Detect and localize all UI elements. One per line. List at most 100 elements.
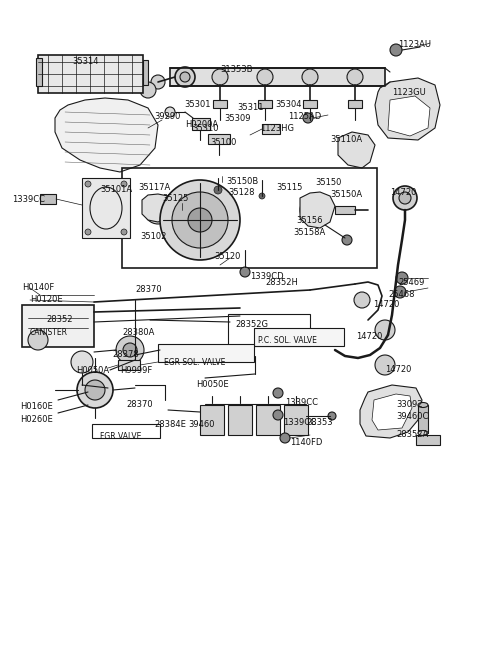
Circle shape	[85, 181, 91, 187]
Polygon shape	[55, 98, 158, 172]
Text: 35101A: 35101A	[100, 185, 132, 194]
Text: 35158A: 35158A	[293, 228, 325, 237]
Text: 1339CC: 1339CC	[12, 195, 45, 204]
Circle shape	[85, 229, 91, 235]
Text: 28352H: 28352H	[265, 278, 298, 287]
Text: 35117A: 35117A	[138, 183, 170, 192]
Bar	[118, 360, 140, 370]
Bar	[418, 405, 428, 433]
Polygon shape	[375, 78, 440, 140]
Circle shape	[144, 196, 172, 224]
Text: 35311: 35311	[237, 103, 264, 112]
Text: 1140FD: 1140FD	[290, 438, 323, 447]
Circle shape	[342, 235, 352, 245]
Text: 1125AD: 1125AD	[288, 112, 321, 121]
Text: 35150: 35150	[315, 178, 341, 187]
Text: 35304: 35304	[275, 100, 301, 109]
Text: H9999F: H9999F	[120, 366, 152, 375]
Polygon shape	[360, 385, 422, 438]
Text: 35128: 35128	[228, 188, 254, 197]
Text: 35115: 35115	[276, 183, 302, 192]
Text: 28370: 28370	[126, 400, 153, 409]
Text: H0120E: H0120E	[30, 295, 62, 304]
Circle shape	[393, 186, 417, 210]
Text: 35100: 35100	[210, 138, 236, 147]
Bar	[175, 196, 189, 203]
Bar	[40, 194, 56, 204]
Text: 35102: 35102	[140, 232, 167, 241]
Circle shape	[188, 208, 212, 232]
Text: 28352A: 28352A	[396, 430, 428, 439]
Text: 35150A: 35150A	[330, 190, 362, 199]
Bar	[335, 206, 355, 214]
Text: EGR SOL. VALVE: EGR SOL. VALVE	[164, 358, 226, 367]
Circle shape	[116, 336, 144, 364]
Text: 35110A: 35110A	[330, 135, 362, 144]
Polygon shape	[142, 194, 172, 222]
Circle shape	[257, 69, 273, 85]
Text: 14720: 14720	[385, 365, 411, 374]
Text: P.C. SOL. VALVE: P.C. SOL. VALVE	[258, 336, 317, 345]
Ellipse shape	[418, 430, 428, 436]
Text: H0200A: H0200A	[185, 120, 218, 129]
Text: 35120: 35120	[214, 252, 240, 261]
Text: 25469: 25469	[398, 278, 424, 287]
Bar	[36, 58, 42, 86]
Text: H0260E: H0260E	[20, 415, 53, 424]
Bar	[228, 314, 310, 346]
Text: 35125: 35125	[162, 194, 188, 203]
Circle shape	[140, 82, 156, 98]
Circle shape	[85, 380, 105, 400]
Polygon shape	[372, 394, 412, 430]
Bar	[92, 424, 160, 438]
Text: H0050A: H0050A	[76, 366, 109, 375]
Text: 1123HG: 1123HG	[260, 124, 294, 133]
Text: 39290: 39290	[154, 112, 180, 121]
Bar	[143, 60, 148, 85]
Circle shape	[240, 267, 250, 277]
Circle shape	[165, 107, 175, 117]
Circle shape	[123, 343, 137, 357]
Circle shape	[396, 272, 408, 284]
Text: 31353B: 31353B	[220, 65, 252, 74]
Circle shape	[280, 433, 290, 443]
Text: 28352G: 28352G	[235, 320, 268, 329]
Bar	[256, 405, 280, 435]
Text: 1123GU: 1123GU	[392, 88, 426, 97]
Text: 14720: 14720	[390, 188, 416, 197]
Bar	[303, 100, 317, 108]
Circle shape	[214, 186, 222, 194]
Circle shape	[212, 69, 228, 85]
Text: 28378: 28378	[112, 350, 139, 359]
Circle shape	[121, 181, 127, 187]
Text: 35309: 35309	[224, 114, 251, 123]
Text: 1339CC: 1339CC	[285, 398, 318, 407]
Circle shape	[303, 113, 313, 123]
Text: H0140F: H0140F	[22, 283, 54, 292]
Bar	[170, 68, 385, 86]
Circle shape	[175, 67, 195, 87]
Bar	[192, 118, 210, 130]
Bar	[228, 405, 252, 435]
Text: 1339CD: 1339CD	[250, 272, 284, 281]
Text: H0160E: H0160E	[20, 402, 53, 411]
Bar	[208, 134, 230, 144]
Polygon shape	[338, 132, 375, 168]
Polygon shape	[300, 192, 335, 228]
Circle shape	[328, 412, 336, 420]
Text: 14720: 14720	[356, 332, 383, 341]
Circle shape	[121, 229, 127, 235]
Circle shape	[347, 69, 363, 85]
Circle shape	[180, 72, 190, 82]
Text: 28370: 28370	[135, 285, 162, 294]
Circle shape	[77, 372, 113, 408]
Circle shape	[273, 388, 283, 398]
Text: 28384E: 28384E	[154, 420, 186, 429]
Bar	[213, 100, 227, 108]
Circle shape	[151, 75, 165, 89]
Circle shape	[375, 355, 395, 375]
Text: 35314: 35314	[72, 57, 98, 66]
Bar	[284, 405, 308, 435]
Text: 25468: 25468	[388, 290, 415, 299]
Circle shape	[302, 69, 318, 85]
